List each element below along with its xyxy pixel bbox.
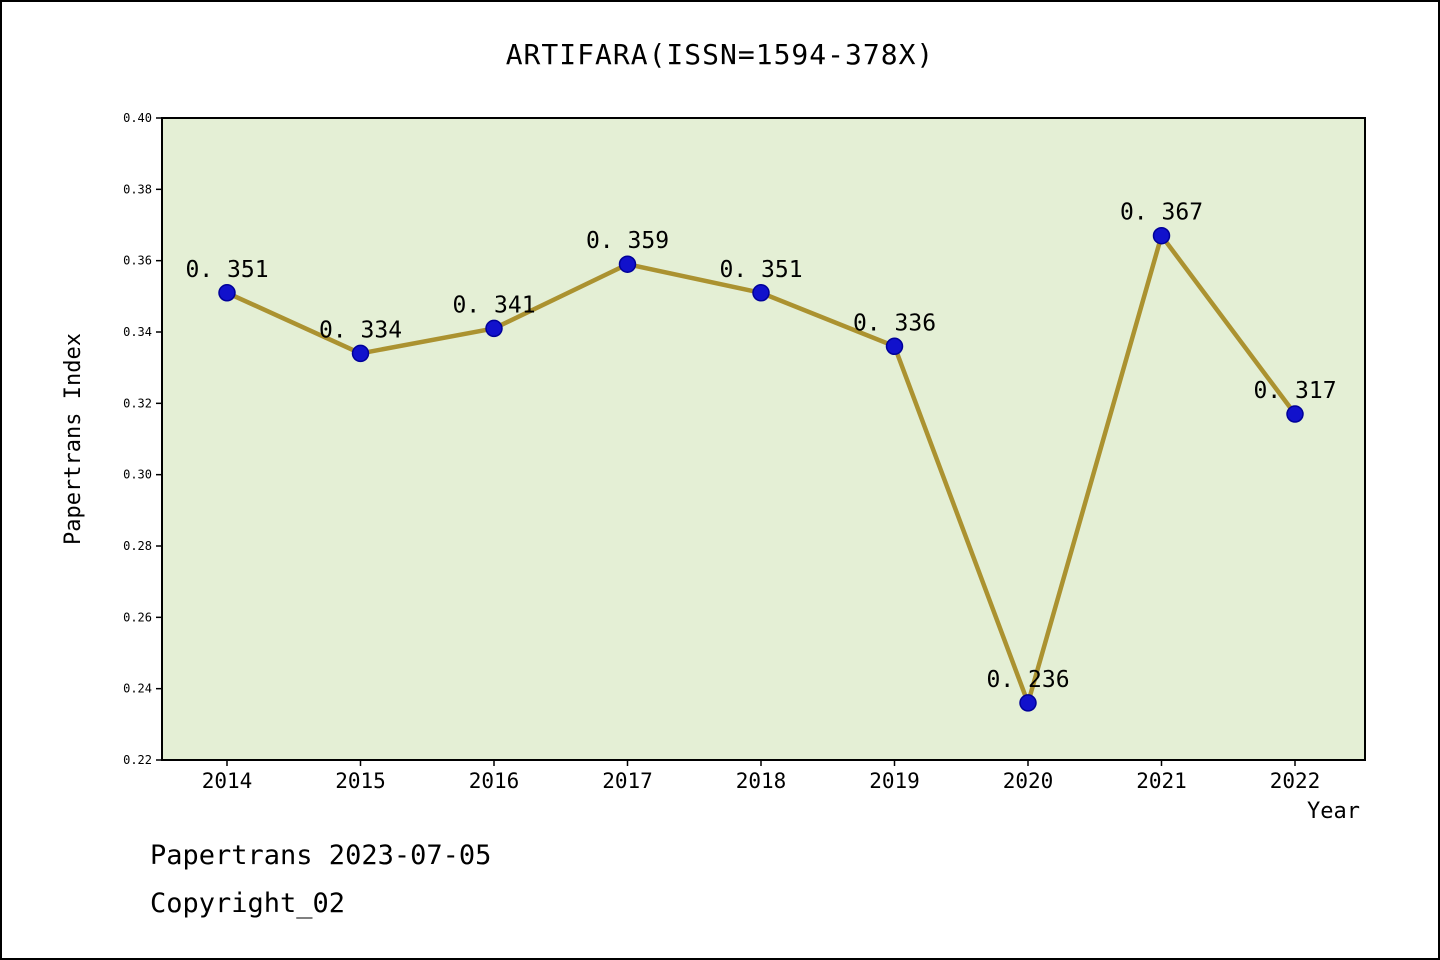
point-value-label: 0. 236 [986,667,1069,693]
y-tick-label: 0.32 [123,396,152,410]
x-tick-label: 2017 [602,769,653,793]
y-tick-label: 0.40 [123,111,152,125]
data-point [1019,694,1037,712]
data-point [1152,226,1171,245]
footer-copyright: Copyright_02 [150,888,346,919]
x-axis-label: Year [1307,799,1360,824]
x-tick-label: 2021 [1136,769,1187,793]
x-tick-label: 2022 [1270,769,1321,793]
point-value-label: 0. 336 [853,310,936,336]
point-value-label: 0. 334 [319,317,402,343]
point-value-label: 0. 359 [586,228,669,254]
y-axis-label: Papertrans Index [61,333,86,545]
x-tick-label: 2015 [335,769,386,793]
data-point [485,319,503,338]
y-tick-label: 0.34 [123,325,152,339]
y-tick-label: 0.38 [123,182,152,196]
y-tick-label: 0.26 [123,610,152,624]
x-tick-label: 2016 [469,769,520,793]
y-tick-label: 0.24 [123,682,152,696]
plot-area [161,117,1366,761]
chart-title: ARTIFARA(ISSN=1594-378X) [505,38,935,71]
x-tick-label: 2020 [1003,769,1054,793]
data-point [752,284,770,302]
data-point [618,255,637,273]
point-value-label: 0. 341 [452,292,535,318]
x-tick-label: 2018 [736,769,787,793]
x-tick-label: 2019 [869,769,920,793]
point-value-label: 0. 351 [719,257,802,283]
x-tick-label: 2014 [202,769,253,793]
y-tick-label: 0.30 [123,468,152,482]
data-point [885,337,904,356]
y-tick-label: 0.22 [123,753,152,767]
data-point [218,284,236,302]
footer-source-date: Papertrans 2023-07-05 [150,840,492,871]
data-point [1286,405,1304,423]
y-tick-label: 0.36 [123,254,152,268]
y-tick-label: 0.28 [123,539,152,553]
point-value-label: 0. 317 [1253,378,1336,404]
point-value-label: 0. 367 [1120,200,1203,226]
data-point [351,344,370,363]
point-value-label: 0. 351 [185,257,268,283]
